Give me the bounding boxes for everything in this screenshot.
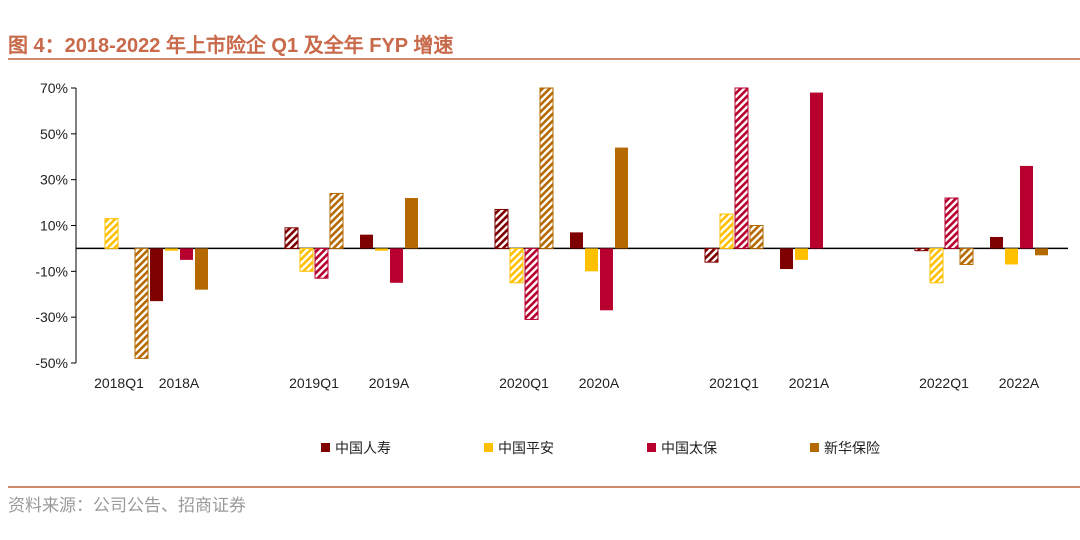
legend-label: 中国平安: [498, 440, 554, 456]
y-tick-label: 30%: [40, 172, 68, 188]
y-tick-label: 10%: [40, 218, 68, 234]
bar: [494, 208, 509, 249]
bar: [299, 247, 314, 272]
bar: [990, 236, 1003, 249]
legend-label: 新华保险: [824, 440, 880, 456]
bar: [585, 248, 598, 272]
x-tick-label: 2019Q1: [289, 375, 339, 391]
title-rule: [8, 58, 1080, 60]
bar: [195, 248, 208, 290]
x-tick-label: 2022A: [999, 375, 1040, 391]
bar: [509, 247, 524, 284]
bar: [405, 198, 418, 249]
bar: [134, 247, 149, 359]
legend-swatch: [484, 443, 493, 452]
bar: [150, 248, 163, 302]
source-rule: [8, 486, 1080, 488]
bar: [329, 192, 344, 249]
legend-swatch: [647, 443, 656, 452]
bar: [944, 197, 959, 249]
y-tick-label: -10%: [35, 263, 68, 279]
bar: [810, 92, 823, 249]
bar: [615, 147, 628, 249]
bar: [795, 248, 808, 260]
legend-label: 中国太保: [661, 440, 717, 456]
x-tick-label: 2021Q1: [709, 375, 759, 391]
bar: [780, 248, 793, 270]
x-tick-label: 2018Q1: [94, 375, 144, 391]
x-tick-label: 2018A: [159, 375, 200, 391]
x-tick-label: 2020A: [579, 375, 620, 391]
legend-label: 中国人寿: [335, 440, 391, 456]
bar: [360, 234, 373, 249]
bar: [600, 248, 613, 311]
bar: [180, 248, 193, 260]
y-tick-label: -30%: [35, 309, 68, 325]
bar: [734, 87, 749, 249]
bar: [1035, 248, 1048, 256]
x-tick-label: 2022Q1: [919, 375, 969, 391]
bar: [959, 247, 974, 265]
bar: [375, 248, 388, 251]
y-tick-label: 50%: [40, 126, 68, 142]
bar: [929, 247, 944, 284]
bar: [104, 218, 119, 249]
bar: [284, 227, 299, 249]
bar: [524, 247, 539, 320]
bar: [165, 248, 178, 251]
legend-swatch: [321, 443, 330, 452]
bar: [570, 232, 583, 249]
bar: [1005, 248, 1018, 265]
bar: [390, 248, 403, 283]
bar: [314, 247, 329, 279]
bar: [719, 213, 734, 249]
source-note: 资料来源：公司公告、招商证券: [8, 496, 246, 515]
bar: [749, 225, 764, 249]
x-tick-label: 2020Q1: [499, 375, 549, 391]
bar: [704, 247, 719, 263]
bar: [1020, 165, 1033, 249]
bar: [914, 247, 929, 252]
bar: [539, 87, 554, 249]
legend-swatch: [810, 443, 819, 452]
y-tick-label: 70%: [40, 80, 68, 96]
x-tick-label: 2019A: [369, 375, 410, 391]
x-tick-label: 2021A: [789, 375, 830, 391]
figure-title: 图 4：2018-2022 年上市险企 Q1 及全年 FYP 增速: [8, 35, 454, 57]
y-tick-label: -50%: [35, 355, 68, 371]
